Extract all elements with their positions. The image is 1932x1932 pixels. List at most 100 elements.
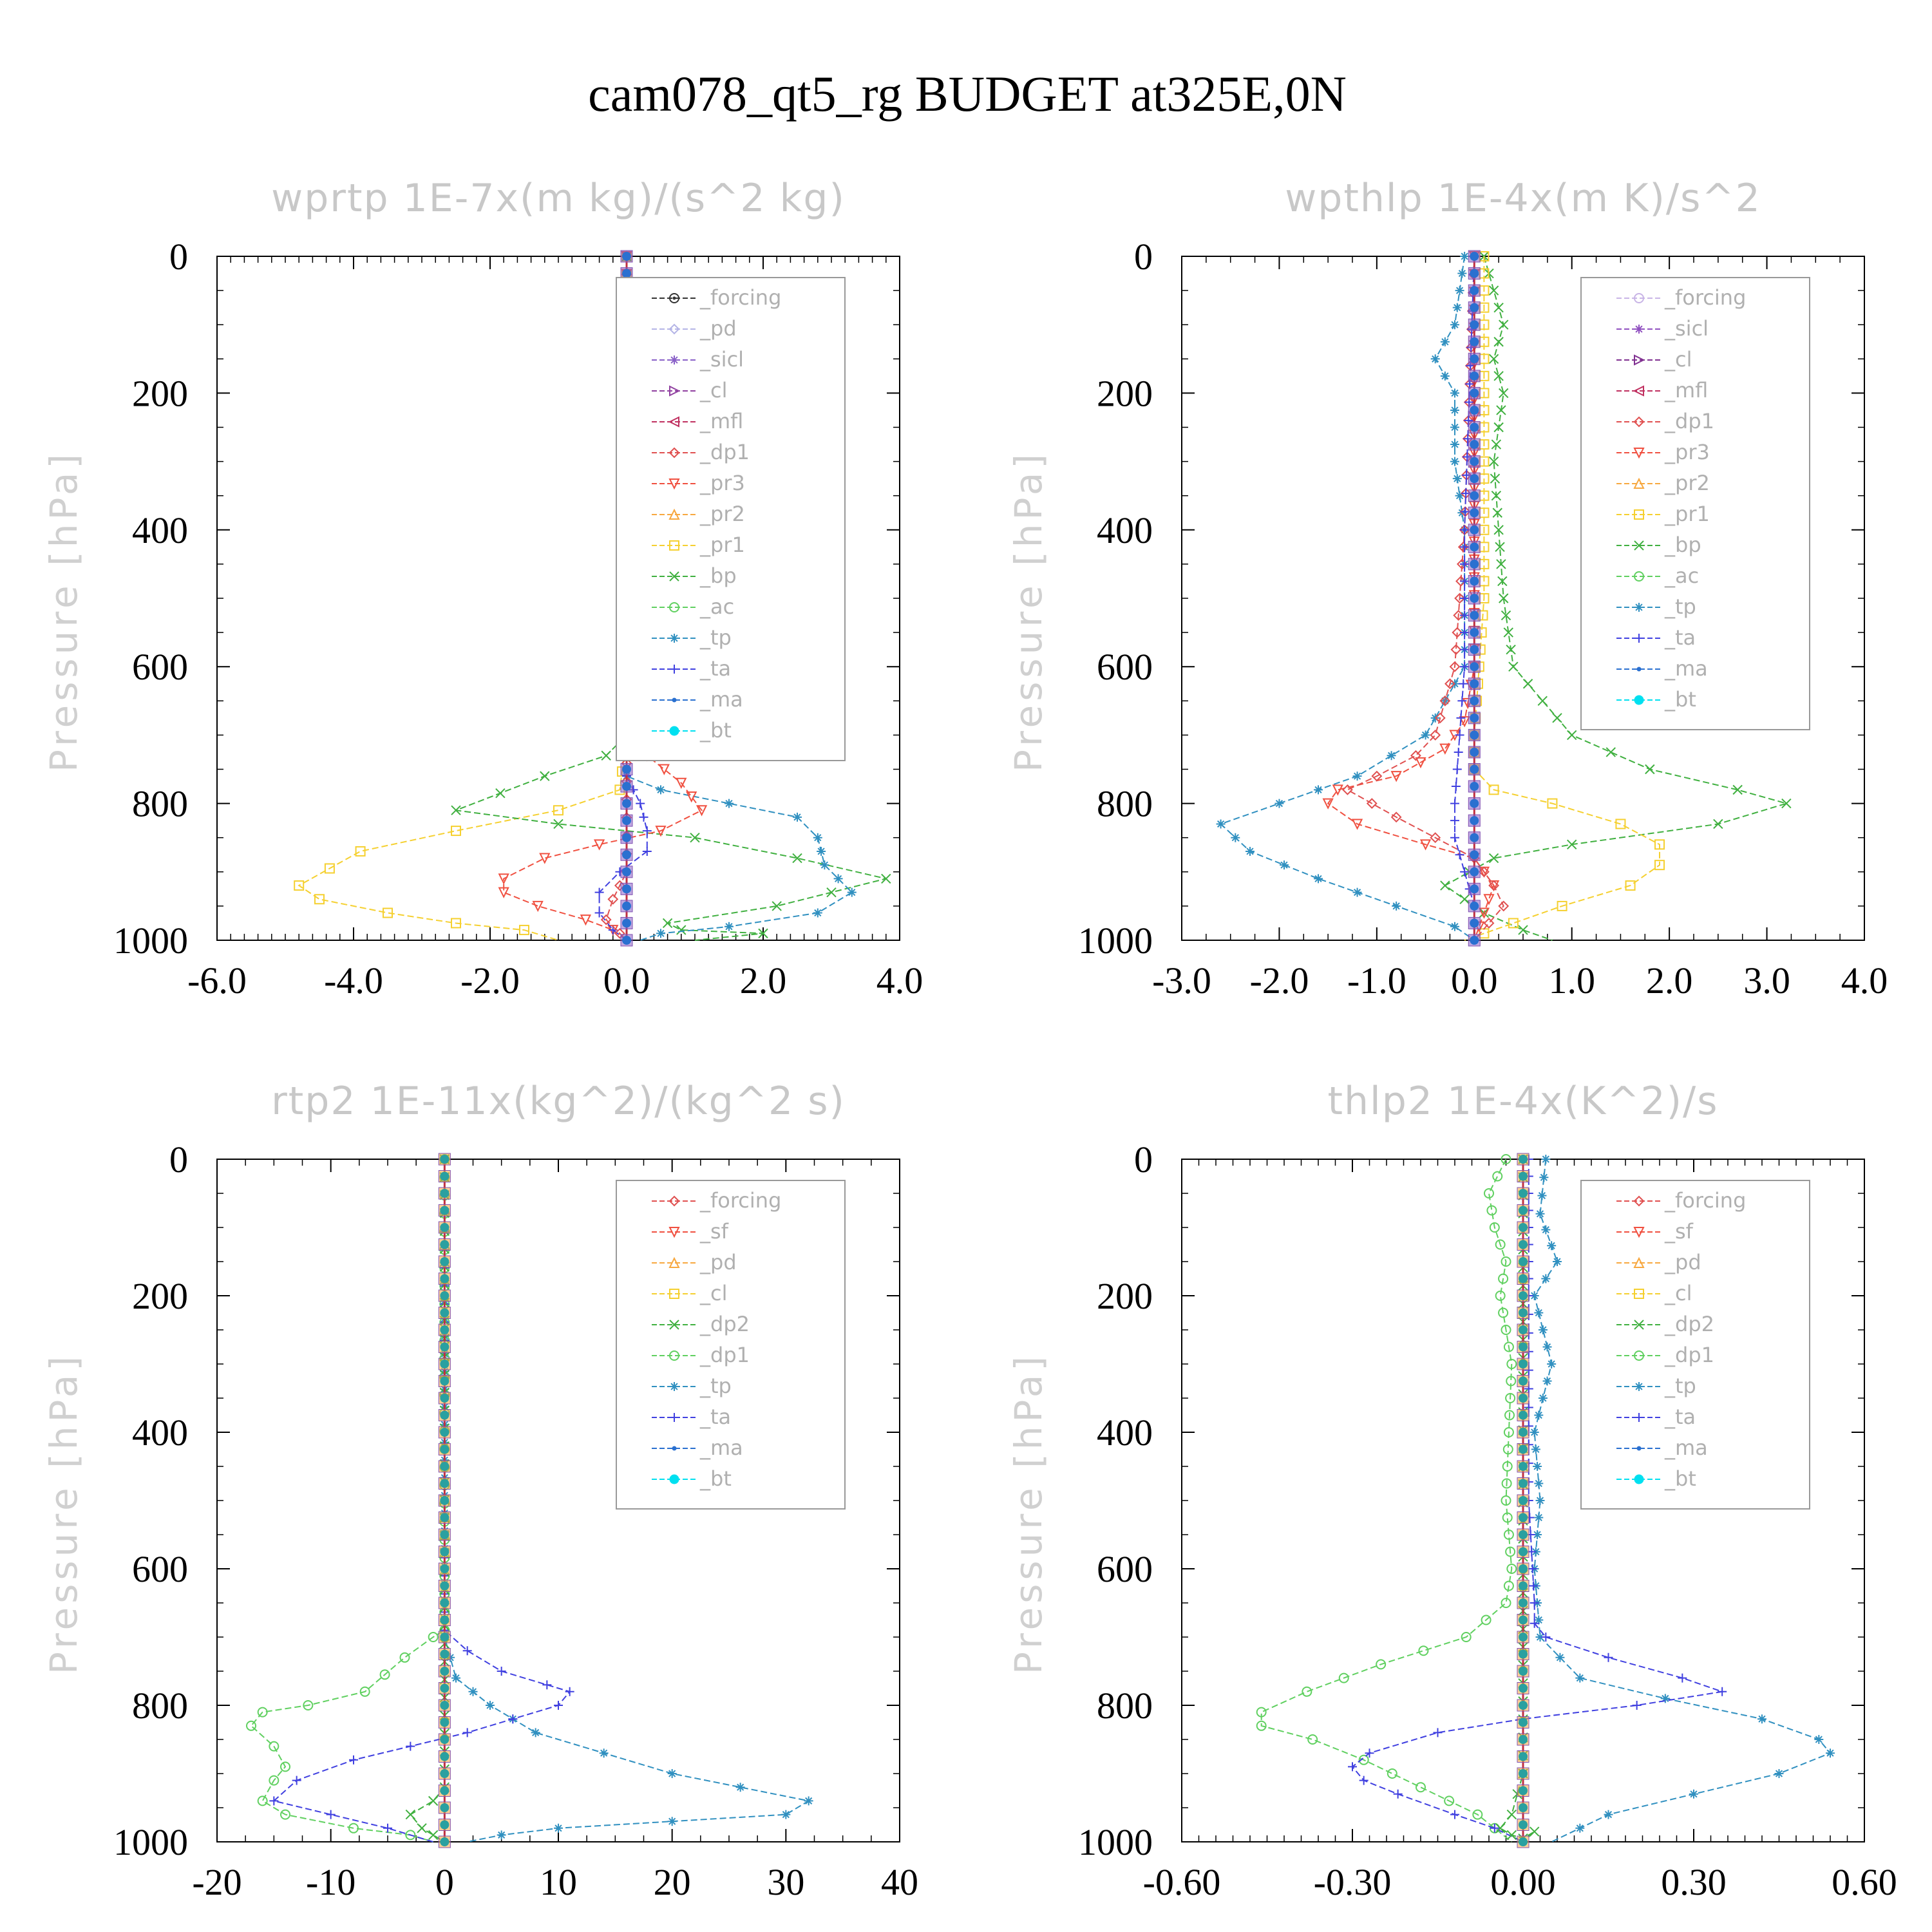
data-point [1371, 770, 1383, 782]
zero-marker-core [1519, 1410, 1528, 1420]
data-point [758, 928, 768, 939]
zero-marker-core [440, 1633, 450, 1642]
legend-item: _pr3 [652, 471, 745, 495]
data-point [1506, 1564, 1517, 1574]
data-point [662, 918, 673, 929]
data-point [1460, 594, 1470, 603]
zero-marker-core [1519, 1274, 1528, 1283]
y-tick-label: 400 [1097, 509, 1153, 551]
data-point [1547, 1359, 1557, 1368]
data-point [1503, 627, 1513, 638]
zero-marker-core [1519, 1257, 1528, 1266]
data-point [1479, 866, 1490, 878]
data-point [1460, 662, 1470, 672]
data-point [655, 826, 667, 837]
data-point [1534, 1513, 1544, 1522]
y-tick-label: 0 [1134, 236, 1153, 278]
legend-item: _pr2 [1616, 471, 1710, 495]
y-tick-label: 600 [132, 646, 188, 688]
zero-marker-core [440, 1735, 450, 1744]
data-point [486, 1701, 495, 1710]
data-point [1450, 833, 1459, 842]
data-point [1506, 644, 1516, 655]
zero-marker-core [1519, 1837, 1528, 1846]
legend-marker [670, 1413, 679, 1422]
legend-label: _forcing [1664, 1188, 1746, 1213]
data-point [1506, 1809, 1517, 1820]
legend-label: _ma [1664, 1435, 1708, 1460]
legend-marker [1633, 416, 1645, 428]
data-point [1452, 764, 1462, 774]
data-point [1503, 1580, 1514, 1591]
data-point [542, 1680, 552, 1690]
legend-label: _bp [699, 564, 737, 588]
legend-item: _sicl [1616, 316, 1709, 341]
data-point [1555, 1653, 1565, 1662]
legend-label: _bt [1664, 687, 1696, 712]
data-point [1433, 1728, 1443, 1738]
zero-marker-core [440, 1257, 450, 1266]
data-point [1342, 784, 1353, 795]
panel-title: wpthlp 1E-4x(m K)/s^2 [1285, 176, 1761, 221]
data-point [639, 812, 649, 822]
x-tick-label: -4.0 [324, 960, 383, 1001]
zero-marker-core [1470, 388, 1479, 398]
data-point [539, 853, 551, 864]
zero-marker-core [440, 1155, 450, 1164]
data-point [690, 832, 700, 843]
x-tick-label: 20 [654, 1861, 691, 1903]
zero-marker-core [440, 1803, 450, 1812]
zero-marker-core [1470, 764, 1479, 774]
data-point [1547, 1241, 1557, 1251]
data-point [554, 1823, 563, 1833]
zero-marker-core [1470, 269, 1479, 278]
data-point [1460, 559, 1470, 569]
zero-marker-core [440, 1394, 450, 1403]
zero-marker-core [1470, 713, 1479, 723]
data-point [1484, 1188, 1494, 1198]
zero-marker-core [440, 1564, 450, 1573]
legend-item: _ac [652, 594, 734, 619]
zero-marker-core [1519, 1223, 1528, 1232]
data-point [1365, 1748, 1374, 1758]
legend-item: _dp1 [1616, 409, 1714, 433]
legend-label: _sf [1664, 1219, 1694, 1244]
data-point [1393, 1789, 1403, 1799]
legend-label: _ma [699, 1435, 743, 1460]
data-point [1416, 1782, 1426, 1793]
legend-label: _forcing [1664, 285, 1746, 310]
data-point [532, 900, 544, 913]
data-point [656, 785, 665, 795]
data-point [1410, 750, 1421, 761]
y-axis: 0 200 400 600 800 1000 [113, 1139, 900, 1863]
data-point [1757, 1714, 1766, 1724]
data-point [1541, 1155, 1551, 1164]
zero-marker-core [440, 1171, 450, 1181]
data-point [1452, 303, 1462, 312]
data-point [1496, 559, 1506, 569]
legend-label: _dp1 [1664, 409, 1714, 433]
zero-marker-core [1519, 1735, 1528, 1744]
legend-box [616, 277, 846, 761]
legend-label: _pr3 [1664, 440, 1710, 464]
zero-marker-core [1519, 1803, 1528, 1812]
legend-item: _forcing [652, 1188, 781, 1213]
data-point [1530, 1428, 1539, 1437]
x-tick-label: -20 [192, 1861, 242, 1903]
data-point [1493, 525, 1504, 535]
zero-marker-core [1470, 440, 1479, 450]
data-point [820, 860, 829, 870]
data-point [553, 819, 564, 829]
x-tick-label: 0.0 [1451, 960, 1498, 1001]
zero-marker-core [622, 816, 631, 826]
zero-marker-core [440, 1701, 450, 1710]
zero-marker-core [440, 1359, 450, 1368]
legend-marker [1633, 1227, 1645, 1238]
legend-marker [1634, 571, 1644, 582]
zero-marker-core [440, 1837, 450, 1846]
zero-marker-core [622, 252, 631, 261]
data-point [1645, 764, 1655, 775]
data-point [1450, 405, 1459, 415]
data-point [405, 1830, 416, 1841]
data-point [1604, 1653, 1613, 1662]
